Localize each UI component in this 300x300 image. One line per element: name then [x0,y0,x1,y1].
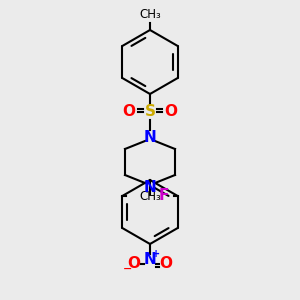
Text: S: S [145,104,155,119]
Text: O: O [122,104,136,119]
Text: CH₃: CH₃ [139,190,161,202]
Text: F: F [158,188,169,203]
Text: −: − [123,264,133,274]
Text: O: O [128,256,140,272]
Text: CH₃: CH₃ [139,8,161,21]
Text: +: + [152,249,160,259]
Text: N: N [144,179,156,194]
Text: O: O [164,104,178,119]
Text: N: N [144,253,156,268]
Text: N: N [144,130,156,145]
Text: O: O [160,256,172,272]
